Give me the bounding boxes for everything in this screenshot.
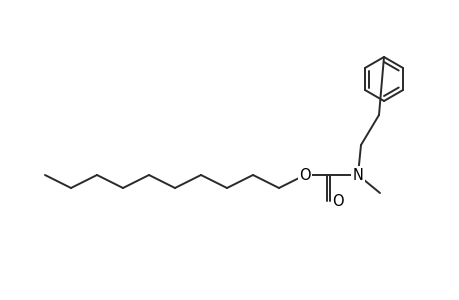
Text: N: N: [352, 167, 363, 182]
Text: O: O: [298, 167, 310, 182]
Text: O: O: [331, 194, 343, 208]
